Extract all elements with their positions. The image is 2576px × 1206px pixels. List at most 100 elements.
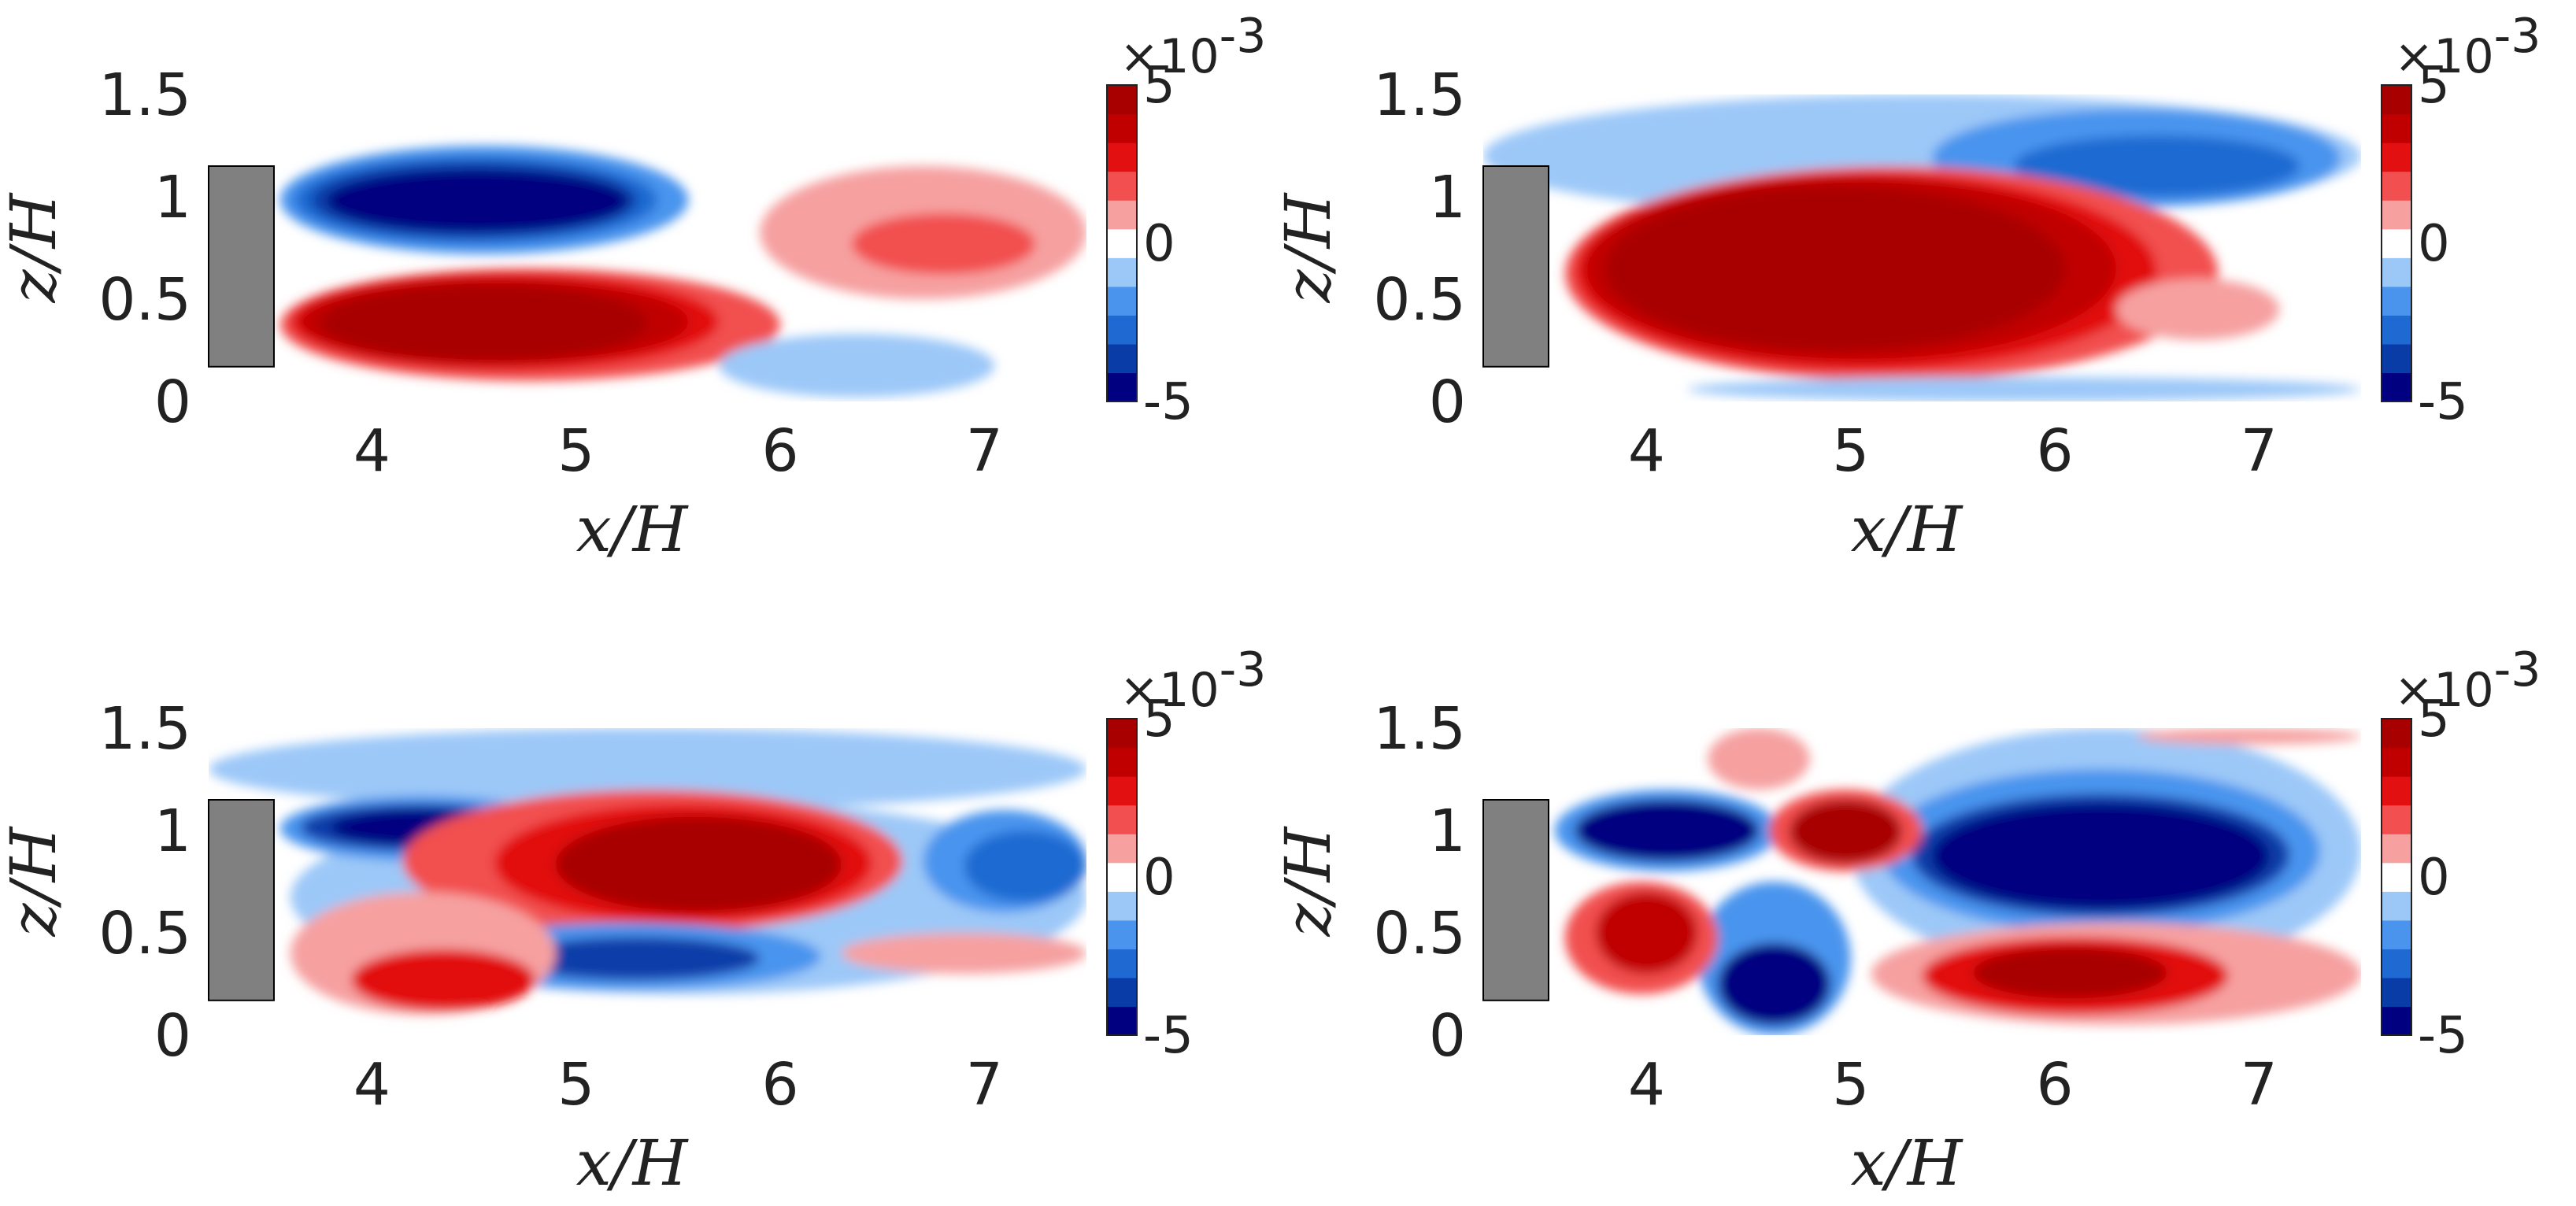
colorbar-segment	[1107, 286, 1137, 316]
x-axis-label: x/H	[1851, 1126, 1964, 1200]
x-tick-label: 6	[2036, 1051, 2073, 1119]
obstacle-block	[1482, 165, 1549, 368]
colorbar-segment	[1107, 891, 1137, 921]
colorbar: -5 0 5×10-3	[2381, 642, 2541, 1065]
colorbar-segment	[1107, 977, 1137, 1008]
contour-region	[209, 728, 1086, 810]
colorbar-segment	[1107, 372, 1137, 402]
y-tick-label: 0.5	[98, 900, 191, 967]
colorbar-frame	[2381, 84, 2412, 402]
y-tick-label: 0	[154, 368, 191, 436]
contour-region	[555, 816, 842, 912]
x-tick-label: 4	[1628, 417, 1665, 485]
x-tick-label: 7	[966, 417, 1003, 485]
colorbar-tick-label: 0	[1143, 215, 1175, 273]
contour-field	[279, 146, 1086, 398]
contour-region	[719, 334, 995, 398]
colorbar-segment	[2382, 372, 2411, 402]
y-tick-label: 0	[1429, 1002, 1466, 1070]
contour-field	[1554, 728, 2361, 1035]
contour-region	[1595, 892, 1698, 974]
colorbar-multiplier-exponent: -3	[1220, 9, 1267, 64]
colorbar-segment	[2382, 142, 2411, 172]
y-tick-label: 1	[1429, 164, 1466, 231]
contour-region	[1789, 800, 1902, 864]
colorbar-tick-label: 5	[1143, 690, 1175, 749]
panel-bottom-right: 4 5 6 700.511.5x/Hz/H-505×10-3	[1271, 642, 2541, 1200]
x-tick-label: 7	[2241, 417, 2278, 485]
colorbar-segment	[1107, 776, 1137, 806]
colorbar-tick-label: -5	[1143, 1007, 1194, 1065]
colorbar-segment	[2382, 919, 2411, 949]
x-tick-label: 7	[966, 1051, 1003, 1119]
contour-region	[1605, 187, 2066, 350]
colorbar-multiplier: ×10-3	[2394, 642, 2541, 718]
contour-region	[851, 213, 1036, 275]
colorbar-tick-label: 5	[2418, 57, 2450, 115]
panel-top-left: 4 5 6 700.511.5x/Hz/H-505×10-3	[0, 9, 1266, 566]
contour-region	[514, 937, 761, 980]
contour-region	[320, 284, 648, 361]
colorbar-segment	[1107, 805, 1137, 834]
contour-region	[1932, 804, 2270, 908]
y-tick-label: 0.5	[1373, 900, 1466, 967]
colorbar-segment	[2382, 343, 2411, 374]
colorbar-multiplier-base: ×10	[2394, 663, 2494, 718]
x-tick-label: 4	[353, 417, 390, 485]
colorbar-segment	[1107, 919, 1137, 949]
colorbar-segment	[2382, 257, 2411, 287]
colorbar-tick-label: 0	[2418, 215, 2450, 273]
colorbar-segment	[2382, 1006, 2411, 1036]
colorbar-multiplier-exponent: -3	[1220, 642, 1267, 697]
contour-region	[1708, 728, 1810, 790]
contour-region	[2014, 135, 2300, 197]
colorbar-segment	[1107, 228, 1137, 258]
colorbar-frame	[2381, 718, 2412, 1036]
y-tick-label: 1	[154, 164, 191, 231]
panel-top-right: 4 5 6 700.511.5x/Hz/H-505×10-3	[1271, 9, 2541, 566]
colorbar-segment	[2382, 747, 2411, 777]
colorbar-segment	[2382, 776, 2411, 806]
colorbar-segment	[1107, 719, 1137, 749]
colorbar-multiplier-exponent: -3	[2494, 642, 2541, 697]
colorbar-segment	[1107, 113, 1137, 143]
contour-region	[1687, 376, 2361, 401]
contour-region	[327, 170, 627, 232]
x-tick-label: 6	[2036, 417, 2073, 485]
y-tick-label: 1.5	[1373, 61, 1466, 129]
colorbar-segment	[1107, 949, 1137, 978]
colorbar-tick-label: -5	[2418, 373, 2468, 431]
x-tick-label: 4	[1628, 1051, 1665, 1119]
x-tick-label: 6	[761, 417, 798, 485]
colorbar-segment	[2382, 315, 2411, 345]
colorbar-segment	[2382, 805, 2411, 834]
x-tick-label: 5	[1832, 417, 1869, 485]
contour-region	[1973, 947, 2167, 999]
colorbar-frame	[1106, 84, 1138, 402]
colorbar-segment	[1107, 862, 1137, 892]
colorbar-segment	[1107, 200, 1137, 230]
colorbar-segment	[2382, 891, 2411, 921]
y-tick-label: 0	[154, 1002, 191, 1070]
contour-region	[1575, 800, 1760, 861]
contour-region	[2136, 728, 2361, 745]
contour-field	[1483, 94, 2361, 401]
obstacle-block	[208, 799, 275, 1001]
x-axis-label: x/H	[576, 493, 690, 566]
colorbar-segment	[1107, 171, 1137, 201]
colorbar-tick-label: 0	[1143, 849, 1175, 907]
colorbar-multiplier: ×10-3	[1120, 642, 1266, 718]
y-tick-label: 0.5	[98, 266, 191, 334]
colorbar-segment	[1107, 343, 1137, 374]
contour-region	[351, 949, 535, 1011]
colorbar-segment	[1107, 142, 1137, 172]
contour-region	[841, 933, 1086, 974]
colorbar-tick-label: 5	[2418, 690, 2450, 749]
colorbar-segment	[2382, 228, 2411, 258]
y-tick-label: 1.5	[1373, 695, 1466, 763]
panel-bottom-left: 4 5 6 700.511.5x/Hz/H-505×10-3	[0, 642, 1266, 1200]
x-axis-label: x/H	[1851, 493, 1964, 566]
y-axis-label: z/H	[0, 191, 70, 303]
y-tick-label: 1	[1429, 797, 1466, 865]
